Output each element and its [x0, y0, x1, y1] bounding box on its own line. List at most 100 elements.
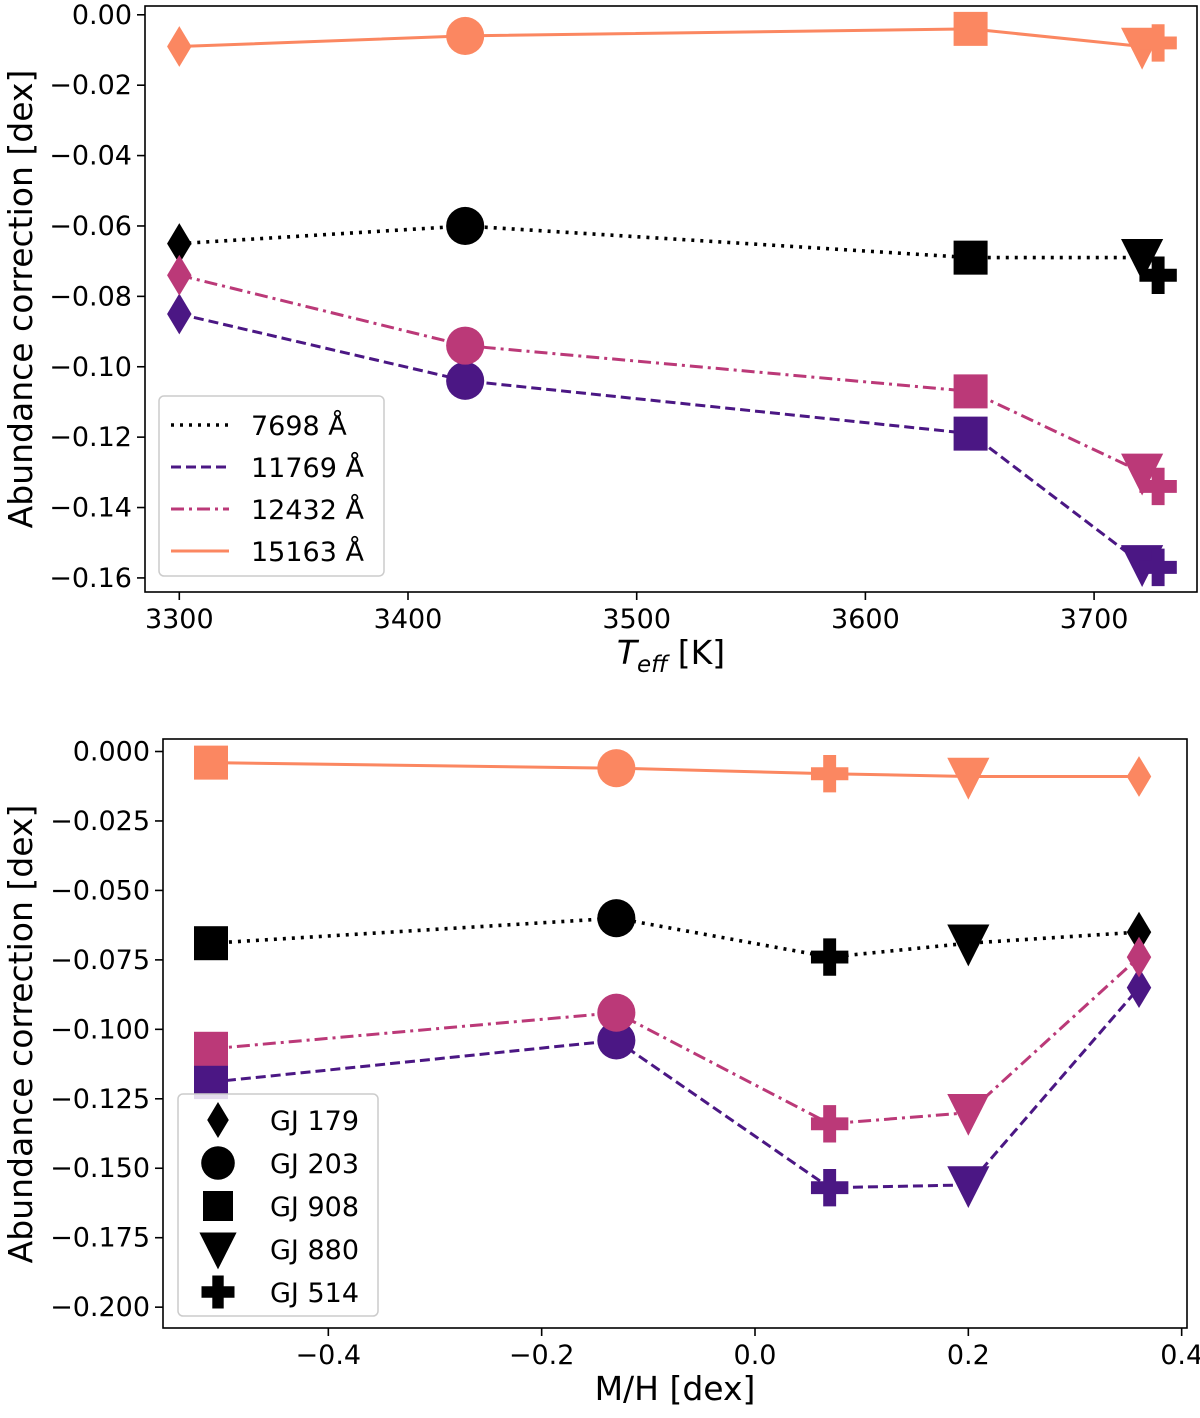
bottom-point-gj-908 [194, 926, 228, 961]
bottom-legend-marker-gj-203 [201, 1146, 235, 1180]
top-x-tick-label: 3400 [374, 604, 443, 635]
top-y-tick-label: −0.12 [49, 422, 132, 453]
bottom-legend-marker-gj-514 [201, 1275, 235, 1309]
top-legend: 7698 Å 11769 Å 12432 Å 15163 Å [158, 395, 385, 577]
top-x-tick-label: 3500 [602, 604, 671, 635]
top-y-axis-label: Abundance correction [dex] [1, 70, 40, 529]
top-series-11769 [167, 293, 1177, 587]
top-point-gj-179 [167, 254, 192, 296]
bottom-series-line [210, 955, 1141, 1126]
top-legend-label: 12432 Å [251, 494, 364, 526]
bottom-legend-marker-gj-880 [199, 1232, 237, 1270]
top-point-gj-880 [1121, 453, 1164, 496]
bottom-legend-label: GJ 514 [270, 1278, 359, 1309]
bottom-point-gj-514 [810, 1168, 849, 1207]
bottom-y-tick-label: −0.100 [50, 1014, 150, 1045]
bottom-y-tick-label: 0.000 [73, 737, 150, 768]
top-series-line [179, 224, 1160, 277]
top-point-gj-880 [1121, 238, 1164, 281]
bottom-series-7698 [194, 899, 1152, 976]
top-series-15163 [167, 11, 1177, 70]
bottom-point-gj-179 [1126, 911, 1152, 953]
top-y-tick-label: −0.08 [49, 281, 132, 312]
bottom-legend: GJ 179 GJ 203 GJ 908 GJ 880 GJ 514 [177, 1093, 379, 1317]
top-point-gj-179 [167, 223, 192, 264]
chart-teff: 0.00 −0.02 −0.04 −0.06 −0.08 −0.10 −0.12 −0.14 −… [1, 0, 1198, 678]
bottom-legend-label: GJ 880 [270, 1235, 359, 1266]
bottom-series-line [210, 916, 1140, 959]
chart-metallicity: 0.000 −0.025 −0.050 −0.075 −0.100 −0.125 −0.15… [1, 737, 1200, 1408]
top-point-gj-514 [1139, 467, 1177, 506]
bottom-plot-content [194, 745, 1152, 1209]
bottom-point-gj-179 [1126, 756, 1152, 797]
top-point-gj-203 [446, 16, 485, 55]
bottom-x-tick-label: 0.0 [734, 1340, 777, 1371]
bottom-series-line [210, 761, 1139, 778]
bottom-legend-label: GJ 179 [270, 1106, 359, 1137]
top-y-tick-label: −0.14 [49, 493, 132, 524]
bottom-series-11769 [194, 967, 1152, 1209]
top-y-tick-label: −0.02 [49, 70, 132, 101]
top-y-tick-label: 0.00 [72, 0, 132, 31]
top-y-tick-label: −0.06 [49, 211, 132, 242]
bottom-legend-label: GJ 203 [270, 1149, 359, 1180]
top-legend-label: 11769 Å [251, 452, 364, 484]
top-legend-frame [158, 395, 385, 577]
bottom-point-gj-514 [810, 755, 849, 793]
bottom-y-tick-label: −0.150 [50, 1153, 150, 1184]
bottom-legend-label: GJ 908 [270, 1192, 359, 1223]
bottom-y-tick-label: −0.125 [50, 1084, 150, 1115]
bottom-x-tick-label: 0.4 [1160, 1340, 1200, 1371]
bottom-point-gj-179 [1126, 967, 1152, 1009]
bottom-y-tick-label: −0.175 [50, 1223, 150, 1254]
top-x-tick-label: 3700 [1060, 604, 1129, 635]
top-legend-label: 7698 Å [251, 410, 347, 442]
bottom-point-gj-514 [810, 938, 849, 976]
bottom-series-15163 [194, 745, 1152, 800]
top-point-gj-203 [446, 206, 485, 246]
bottom-point-gj-908 [194, 745, 228, 780]
bottom-x-tick-label: −0.4 [296, 1340, 362, 1371]
bottom-y-ticks: 0.000 −0.025 −0.050 −0.075 −0.100 −0.125 −0.15… [50, 737, 163, 1323]
bottom-legend-frame [177, 1093, 379, 1317]
top-plot-frame [144, 5, 1198, 593]
top-x-tick-label: 3600 [831, 604, 900, 635]
bottom-point-gj-880 [947, 924, 990, 967]
bottom-x-tick-label: −0.2 [509, 1340, 575, 1371]
top-series-line [179, 27, 1159, 49]
top-y-tick-label: −0.10 [49, 352, 132, 383]
bottom-series-12432 [194, 936, 1152, 1143]
top-point-gj-179 [167, 26, 192, 67]
top-y-tick-label: −0.16 [49, 563, 132, 594]
bottom-y-tick-label: −0.075 [50, 945, 150, 976]
bottom-point-gj-203 [597, 899, 636, 938]
bottom-point-gj-203 [597, 749, 636, 788]
top-legend-label: 15163 Å [251, 536, 364, 568]
top-x-axis-label-units: [K] [678, 633, 725, 672]
top-point-gj-908 [953, 240, 988, 275]
top-y-tick-label: −0.04 [49, 141, 132, 172]
top-point-gj-203 [446, 326, 485, 365]
top-plot-content [167, 11, 1177, 587]
bottom-y-tick-label: −0.050 [50, 875, 150, 906]
bottom-point-gj-880 [947, 1166, 990, 1209]
bottom-y-tick-label: −0.200 [50, 1292, 150, 1323]
bottom-point-gj-203 [597, 993, 636, 1032]
top-point-gj-514 [1139, 24, 1177, 62]
top-x-axis-label: Teff [K] [617, 633, 725, 678]
bottom-point-gj-203 [597, 1021, 636, 1060]
top-point-gj-908 [953, 416, 988, 451]
top-series-12432 [167, 254, 1177, 506]
top-x-axis-label-symbol: T [617, 633, 640, 672]
top-point-gj-908 [953, 374, 988, 409]
bottom-legend-marker-gj-908 [203, 1191, 233, 1221]
bottom-point-gj-880 [947, 1093, 990, 1136]
top-point-gj-908 [953, 11, 988, 46]
top-x-axis-label-subscript: eff [637, 652, 670, 678]
top-point-gj-203 [446, 361, 485, 400]
top-series-7698 [167, 206, 1177, 294]
bottom-y-axis-label: Abundance correction [dex] [1, 805, 40, 1264]
bottom-point-gj-880 [947, 757, 990, 800]
top-point-gj-514 [1139, 548, 1177, 587]
